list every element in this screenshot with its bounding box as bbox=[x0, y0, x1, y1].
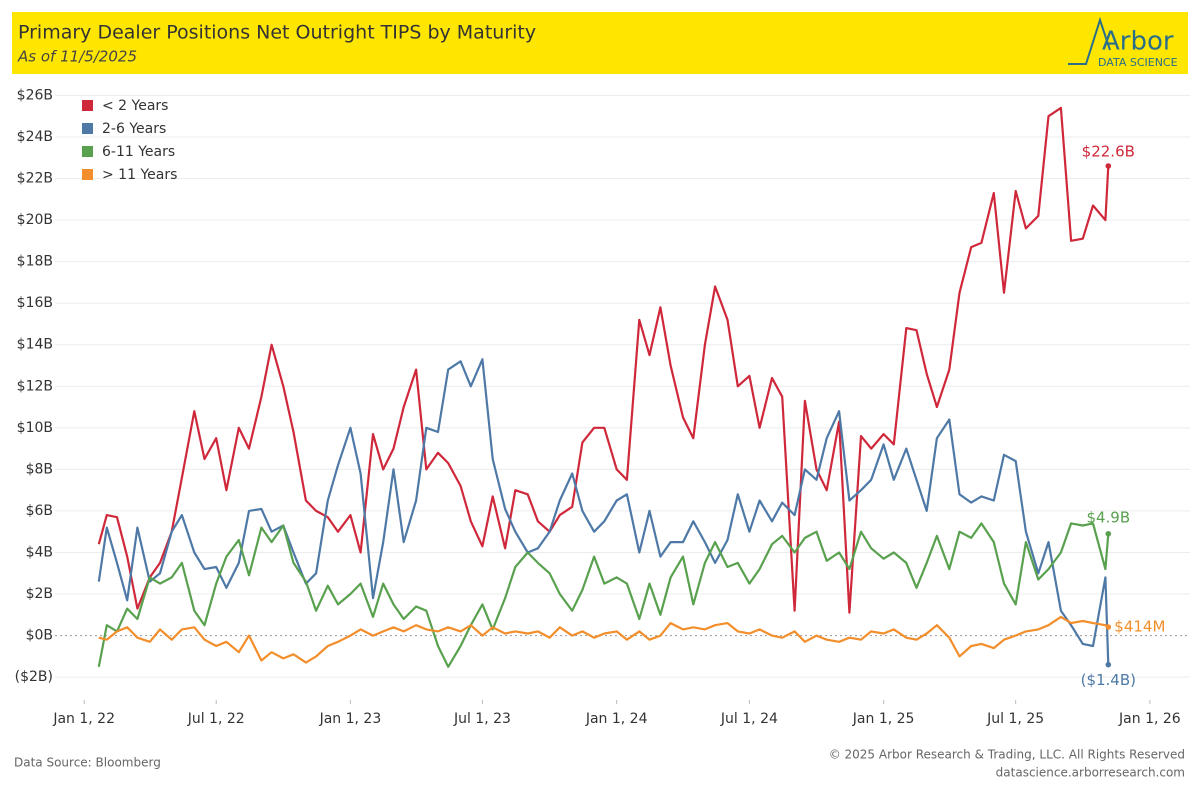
y-tick-label: $14B bbox=[17, 337, 53, 353]
chart-subtitle: As of 11/5/2025 bbox=[17, 48, 137, 66]
legend-label: 6-11 Years bbox=[102, 144, 175, 160]
x-tick-label: Jan 1, 23 bbox=[319, 711, 382, 727]
end-label: $22.6B bbox=[1082, 143, 1135, 161]
series-line bbox=[98, 615, 1109, 664]
end-point bbox=[1105, 624, 1112, 630]
legend-swatch bbox=[82, 123, 93, 134]
legend-label: < 2 Years bbox=[102, 98, 168, 114]
legend: < 2 Years 2-6 Years 6-11 Years > 11 Years bbox=[82, 98, 177, 183]
y-tick-label: ($2B) bbox=[15, 669, 53, 685]
x-tick-label: Jan 1, 26 bbox=[1118, 711, 1181, 727]
y-tick-label: $0B bbox=[26, 628, 53, 644]
x-tick-label: Jul 1, 24 bbox=[720, 711, 778, 727]
source-note: Data Source: Bloomberg bbox=[14, 756, 161, 770]
y-tick-label: $16B bbox=[17, 295, 53, 311]
x-tick-label: Jul 1, 23 bbox=[453, 711, 511, 727]
x-tick-label: Jan 1, 22 bbox=[52, 711, 115, 727]
end-label: $4.9B bbox=[1086, 508, 1130, 526]
header-band bbox=[12, 12, 1188, 74]
y-tick-label: $2B bbox=[26, 586, 53, 602]
series-line bbox=[97, 106, 1110, 614]
legend-label: > 11 Years bbox=[102, 167, 177, 183]
y-tick-label: $12B bbox=[17, 378, 53, 394]
logo-name: Arbor bbox=[1102, 27, 1174, 57]
x-tick-label: Jan 1, 24 bbox=[585, 711, 648, 727]
y-tick-label: $26B bbox=[17, 87, 53, 103]
end-point bbox=[1105, 661, 1112, 668]
end-label: $414M bbox=[1114, 617, 1165, 635]
logo: Arbor DATA SCIENCE bbox=[1068, 16, 1178, 69]
y-tick-label: $20B bbox=[17, 212, 53, 228]
series-line bbox=[97, 522, 1110, 668]
chart-title: Primary Dealer Positions Net Outright TI… bbox=[18, 22, 536, 44]
y-tick-label: $4B bbox=[26, 544, 53, 560]
end-label: ($1.4B) bbox=[1081, 671, 1136, 689]
legend-swatch bbox=[82, 100, 93, 111]
logo-tagline: DATA SCIENCE bbox=[1098, 56, 1178, 69]
y-tick-label: $6B bbox=[26, 503, 53, 519]
end-point bbox=[1105, 530, 1112, 537]
copyright: © 2025 Arbor Research & Trading, LLC. Al… bbox=[829, 748, 1185, 762]
logo-icon bbox=[1068, 16, 1111, 65]
y-tick-label: $8B bbox=[26, 461, 53, 477]
y-tick-label: $10B bbox=[17, 420, 53, 436]
y-tick-label: $18B bbox=[17, 254, 53, 270]
series-line bbox=[97, 358, 1110, 665]
legend-label: 2-6 Years bbox=[102, 121, 166, 137]
y-tick-label: $22B bbox=[17, 170, 53, 186]
x-tick-label: Jan 1, 25 bbox=[852, 711, 915, 727]
x-tick-label: Jul 1, 25 bbox=[986, 711, 1044, 727]
x-tick-label: Jul 1, 22 bbox=[187, 711, 245, 727]
legend-swatch bbox=[82, 169, 93, 180]
legend-swatch bbox=[82, 146, 93, 157]
end-point bbox=[1105, 163, 1112, 169]
y-tick-label: $24B bbox=[17, 129, 53, 145]
website: datascience.arborresearch.com bbox=[996, 766, 1185, 780]
